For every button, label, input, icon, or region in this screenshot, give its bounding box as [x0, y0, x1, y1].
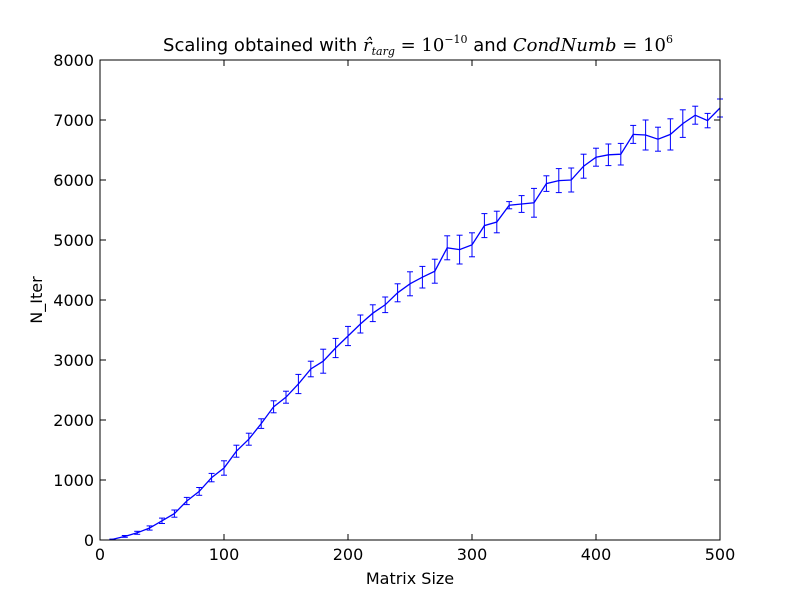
x-tick-label: 400: [581, 545, 612, 564]
title-r-exponent: −10: [444, 33, 467, 46]
x-tick-label: 0: [95, 545, 105, 564]
title-cond-equals: =: [617, 35, 644, 56]
plot-area: [109, 98, 723, 541]
y-tick-label: 2000: [53, 411, 94, 430]
title-r-equals: =: [395, 35, 422, 56]
y-tick-label: 1000: [53, 471, 94, 490]
y-tick-label: 7000: [53, 111, 94, 130]
axis-ticks: 0 100 200 300 400 500010002000300040005000600…: [53, 51, 735, 564]
title-cond-exponent: 6: [666, 33, 673, 46]
title-r-base: 10: [421, 35, 444, 56]
title-connector: and: [468, 35, 513, 56]
y-tick-label: 6000: [53, 171, 94, 190]
y-tick-label: 5000: [53, 231, 94, 250]
x-tick-label: 500: [705, 545, 736, 564]
title-r-subscript: targ: [372, 45, 395, 58]
y-tick-label: 8000: [53, 51, 94, 70]
title-r-symbol: r̂: [363, 35, 373, 56]
plot-frame: [99, 59, 721, 541]
x-axis-label: Matrix Size: [366, 569, 454, 588]
y-tick-label: 3000: [53, 351, 94, 370]
y-tick-label: 0: [84, 531, 94, 550]
title-cond-symbol: CondNumb: [513, 35, 617, 56]
x-tick-label: 200: [333, 545, 364, 564]
y-tick-label: 4000: [53, 291, 94, 310]
x-tick-label: 300: [457, 545, 488, 564]
x-tick-label: 100: [209, 545, 240, 564]
chart-title: Scaling obtained with r̂targ = 10−10 and…: [163, 33, 673, 58]
title-prefix: Scaling obtained with: [163, 35, 363, 56]
series-line: [112, 107, 721, 541]
title-cond-base: 10: [643, 35, 666, 56]
y-axis-label: N_Iter: [27, 276, 47, 324]
